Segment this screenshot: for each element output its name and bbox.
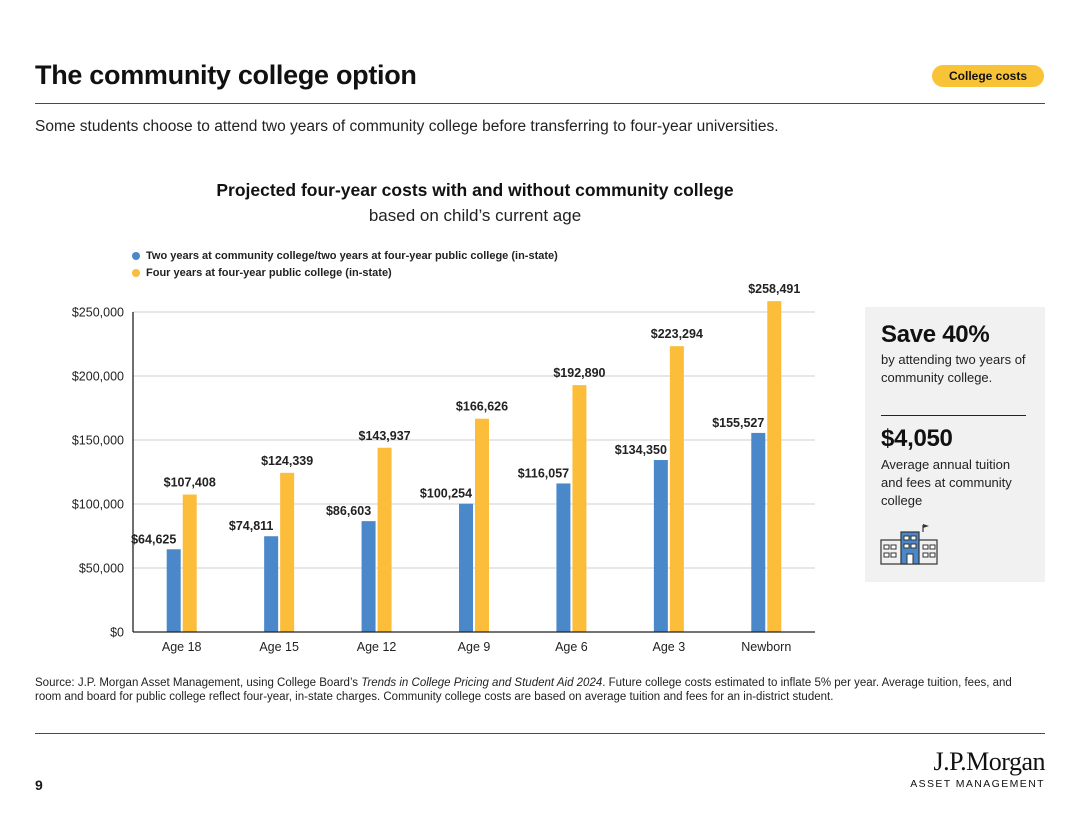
data-label: $166,626: [456, 400, 508, 414]
tuition-text: Average annual tuition and fees at commu…: [881, 457, 1012, 508]
legend-blue-dot-icon: [132, 251, 140, 260]
x-tick-label: Age 18: [162, 640, 202, 654]
data-label: $64,625: [131, 532, 176, 546]
bar-four-year: [572, 385, 587, 632]
legend-label-four-year: Four years at four-year public college (…: [146, 266, 392, 279]
bar-community: [166, 549, 181, 632]
x-tick-label: Age 3: [653, 640, 686, 654]
page-subtitle: Some students choose to attend two years…: [35, 118, 779, 135]
college-costs-badge[interactable]: College costs: [932, 65, 1044, 87]
x-tick-label: Age 6: [555, 640, 588, 654]
chart-subtitle: based on child’s current age: [368, 206, 582, 225]
bar-community: [751, 432, 766, 632]
data-label: $124,339: [261, 454, 313, 468]
data-label: $258,491: [748, 282, 800, 296]
data-label: $155,527: [712, 416, 764, 430]
chart-legend: Two years at community college/two years…: [132, 247, 558, 281]
x-tick-label: Age 15: [259, 640, 299, 654]
data-label: $143,937: [359, 429, 411, 443]
y-tick-label: $200,000: [72, 370, 124, 384]
tuition-amount: $4,050: [881, 425, 953, 452]
legend-item-community: Two years at community college/two years…: [132, 247, 558, 264]
data-label: $192,890: [553, 366, 605, 380]
y-tick-label: $50,000: [79, 562, 124, 576]
source-prefix: Source: J.P. Morgan Asset Management, us…: [35, 677, 362, 689]
savings-text: by attending two years of community coll…: [881, 352, 1026, 385]
y-tick-label: $150,000: [72, 434, 124, 448]
savings-callout: Save 40% by attending two years of commu…: [865, 307, 1045, 582]
bar-community: [459, 503, 473, 632]
legend-yellow-dot-icon: [132, 268, 140, 277]
y-tick-label: $100,000: [72, 498, 124, 512]
page-title: The community college option: [35, 60, 417, 90]
bar-community: [361, 521, 376, 632]
y-tick-label: $0: [110, 626, 124, 640]
legend-item-four-year: Four years at four-year public college (…: [132, 264, 558, 281]
source-suffix: . Future college costs estimated to infl…: [35, 677, 1012, 703]
legend-label-community: Two years at community college/two years…: [146, 249, 558, 262]
bar-four-year: [475, 418, 489, 632]
chart-title: Projected four-year costs with and witho…: [216, 180, 734, 200]
y-tick-label: $250,000: [72, 306, 124, 320]
bar-community: [264, 536, 279, 632]
x-tick-label: Age 9: [458, 640, 491, 654]
footer-divider: [35, 733, 1045, 734]
header-divider: [35, 103, 1045, 104]
savings-heading: Save 40%: [881, 321, 990, 348]
page-number: 9: [35, 777, 43, 793]
logo-subtitle: ASSET MANAGEMENT: [910, 778, 1045, 790]
source-note: Source: J.P. Morgan Asset Management, us…: [35, 676, 1035, 704]
data-label: $74,811: [229, 519, 274, 533]
data-label: $107,408: [164, 476, 216, 490]
data-label: $100,254: [420, 487, 472, 501]
source-italic-title: Trends in College Pricing and Student Ai…: [361, 677, 603, 689]
company-logo: J.P.Morgan ASSET MANAGEMENT: [910, 747, 1045, 791]
bar-four-year: [280, 472, 295, 632]
school-building-icon: [880, 524, 938, 565]
data-label: $223,294: [651, 327, 703, 341]
data-label: $86,603: [326, 504, 371, 518]
logo-name: J.P.Morgan: [933, 747, 1045, 776]
x-tick-label: Age 12: [357, 640, 397, 654]
data-label: $116,057: [518, 466, 569, 480]
x-tick-label: Newborn: [741, 640, 791, 654]
bar-community: [556, 483, 571, 632]
callout-divider: [881, 415, 1026, 416]
bar-community: [653, 460, 668, 632]
bar-four-year: [767, 301, 782, 632]
bar-four-year: [182, 494, 197, 632]
data-label: $134,350: [615, 443, 667, 457]
bar-four-year: [669, 346, 684, 632]
bar-four-year: [377, 447, 392, 632]
